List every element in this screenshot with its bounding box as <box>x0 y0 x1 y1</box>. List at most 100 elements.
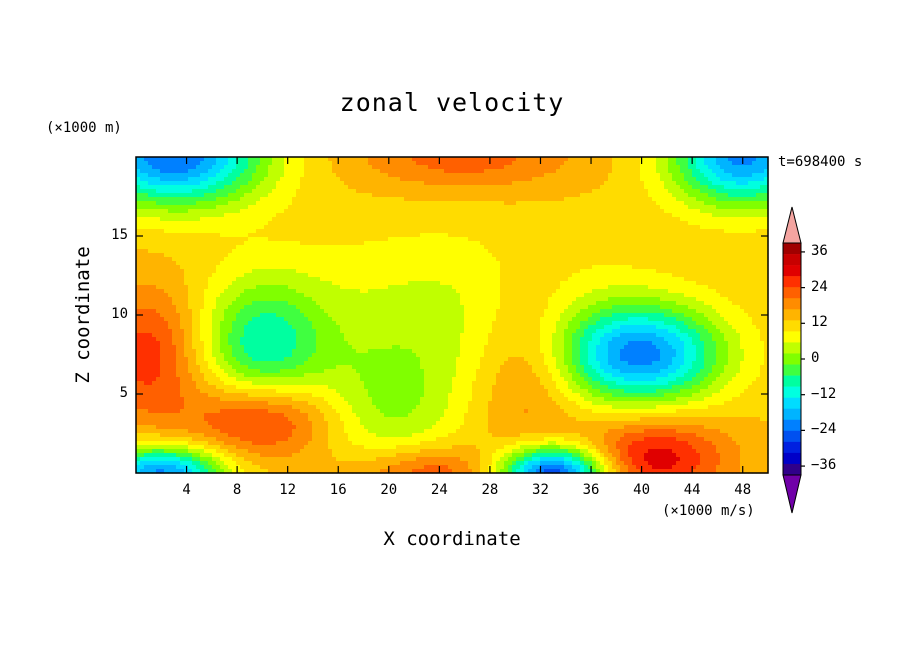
contour-cell <box>136 229 141 234</box>
contour-cell <box>140 269 145 274</box>
contour-cell <box>356 277 361 282</box>
contour-cell <box>532 177 537 182</box>
contour-cell <box>756 157 761 162</box>
contour-cell <box>204 245 209 250</box>
contour-cell <box>264 157 269 162</box>
contour-cell <box>452 209 457 214</box>
contour-cell <box>752 261 757 266</box>
contour-cell <box>296 157 301 162</box>
contour-cell <box>724 257 729 262</box>
contour-cell <box>532 269 537 274</box>
contour-cell <box>548 201 553 206</box>
contour-cell <box>596 177 601 182</box>
contour-cell <box>492 249 497 254</box>
contour-cell <box>588 241 593 246</box>
contour-cell <box>496 221 501 226</box>
contour-cell <box>500 261 505 266</box>
contour-cell <box>576 269 581 274</box>
contour-cell <box>744 277 749 282</box>
contour-cell <box>724 169 729 174</box>
contour-cell <box>248 189 253 194</box>
contour-cell <box>396 229 401 234</box>
contour-cell <box>712 185 717 190</box>
contour-cell <box>216 161 221 166</box>
contour-cell <box>624 217 629 222</box>
contour-cell <box>156 233 161 238</box>
contour-cell <box>324 253 329 258</box>
contour-cell <box>556 249 561 254</box>
contour-cell <box>560 241 565 246</box>
contour-cell <box>208 193 213 198</box>
contour-cell <box>496 217 501 222</box>
contour-cell <box>584 229 589 234</box>
contour-cell <box>488 225 493 230</box>
contour-cell <box>764 205 769 210</box>
contour-cell <box>612 197 617 202</box>
contour-cell <box>744 221 749 226</box>
contour-cell <box>516 181 521 186</box>
contour-cell <box>384 193 389 198</box>
contour-cell <box>488 181 493 186</box>
contour-cell <box>676 205 681 210</box>
contour-cell <box>272 241 277 246</box>
contour-cell <box>584 233 589 238</box>
contour-cell <box>620 177 625 182</box>
contour-cell <box>444 273 449 278</box>
contour-cell <box>324 221 329 226</box>
contour-cell <box>560 165 565 170</box>
contour-cell <box>532 193 537 198</box>
contour-cell <box>140 201 145 206</box>
contour-cell <box>752 165 757 170</box>
contour-cell <box>352 205 357 210</box>
contour-cell <box>584 249 589 254</box>
contour-cell <box>556 213 561 218</box>
contour-cell <box>596 241 601 246</box>
contour-cell <box>384 169 389 174</box>
contour-cell <box>208 161 213 166</box>
contour-cell <box>672 233 677 238</box>
contour-cell <box>312 229 317 234</box>
contour-cell <box>192 217 197 222</box>
contour-cell <box>524 193 529 198</box>
contour-cell <box>660 173 665 178</box>
contour-cell <box>744 185 749 190</box>
contour-cell <box>448 241 453 246</box>
contour-cell <box>156 245 161 250</box>
contour-cell <box>188 181 193 186</box>
contour-cell <box>264 265 269 270</box>
contour-cell <box>688 169 693 174</box>
contour-cell <box>480 185 485 190</box>
contour-cell <box>560 161 565 166</box>
contour-cell <box>212 197 217 202</box>
contour-cell <box>588 181 593 186</box>
contour-cell <box>220 245 225 250</box>
contour-cell <box>516 213 521 218</box>
contour-cell <box>180 177 185 182</box>
contour-cell <box>412 277 417 282</box>
contour-cell <box>452 177 457 182</box>
contour-cell <box>288 157 293 162</box>
contour-cell <box>696 217 701 222</box>
contour-cell <box>748 205 753 210</box>
contour-cell <box>612 205 617 210</box>
contour-cell <box>272 229 277 234</box>
contour-cell <box>424 197 429 202</box>
contour-cell <box>444 209 449 214</box>
contour-cell <box>688 277 693 282</box>
contour-cell <box>752 209 757 214</box>
contour-cell <box>732 177 737 182</box>
contour-cell <box>244 181 249 186</box>
contour-cell <box>456 249 461 254</box>
contour-cell <box>344 181 349 186</box>
contour-cell <box>536 169 541 174</box>
contour-cell <box>452 269 457 274</box>
contour-cell <box>260 237 265 242</box>
contour-cell <box>380 185 385 190</box>
contour-cell <box>368 229 373 234</box>
contour-cell <box>700 213 705 218</box>
contour-cell <box>340 177 345 182</box>
contour-cell <box>468 225 473 230</box>
contour-cell <box>260 213 265 218</box>
contour-cell <box>564 249 569 254</box>
contour-cell <box>400 205 405 210</box>
